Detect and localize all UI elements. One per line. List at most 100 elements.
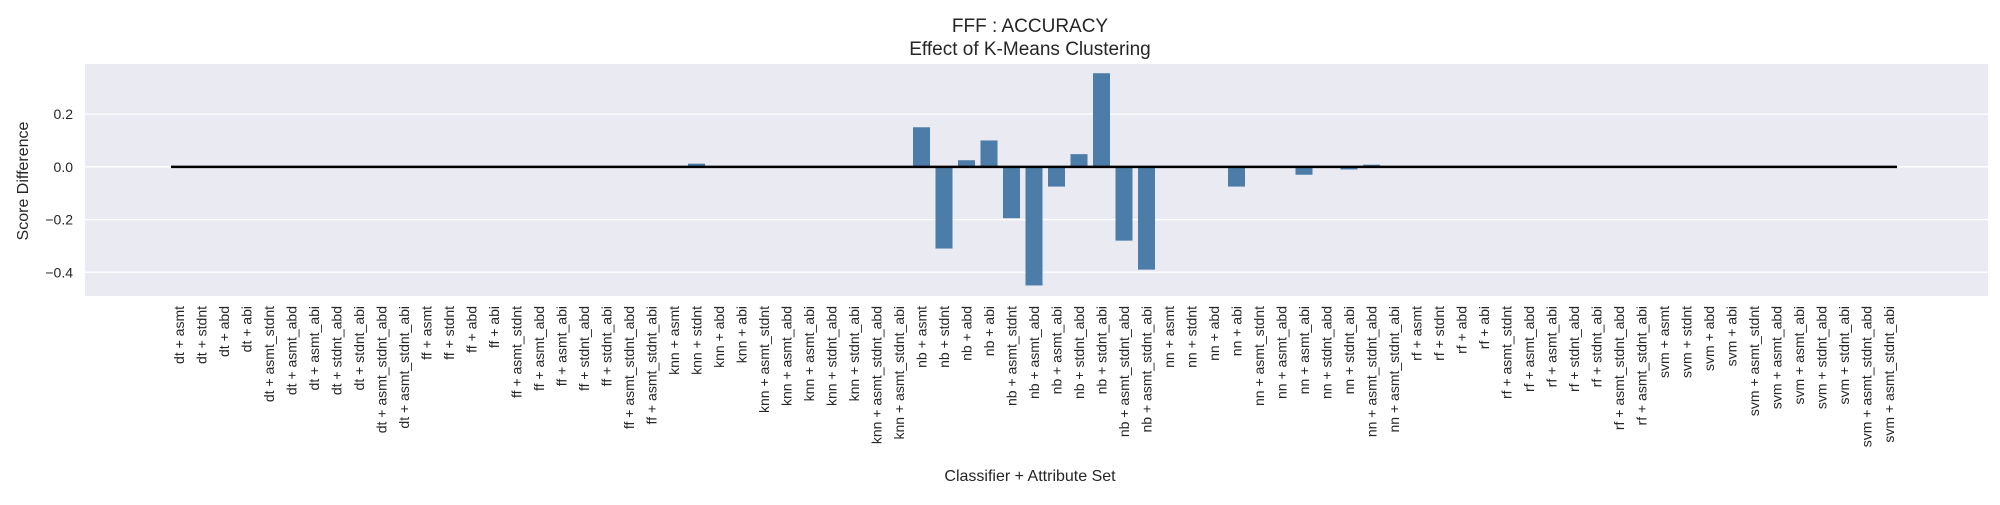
x-tick-label: nb + asmt_stdnt (1004, 306, 1020, 406)
x-tick-label: rf + asmt_stdnt_abi (1634, 306, 1650, 425)
y-tick-labels: −0.4 −0.2 0.0 0.2 (45, 106, 73, 280)
x-tick-label: ff + abi (486, 306, 502, 348)
x-tick-label: nn + stdnt (1184, 306, 1200, 368)
bar (1340, 166, 1358, 170)
x-tick-label: dt + abi (239, 306, 255, 352)
x-tick-label: ff + asmt_stdnt (509, 306, 525, 398)
x-tick-label: dt + abd (216, 306, 232, 357)
chart-subtitle: Effect of K-Means Clustering (909, 39, 1150, 60)
bar (1093, 73, 1110, 167)
bar (958, 160, 975, 167)
x-tick-label: rf + asmt (1409, 306, 1425, 361)
x-tick-label: knn + abi (734, 306, 750, 363)
y-axis-label: Score Difference (15, 121, 32, 240)
x-tick-label: knn + stdnt_abi (846, 306, 862, 401)
x-tick-label: dt + asmt_abi (306, 306, 322, 390)
x-tick-label: svm + stdnt_abi (1836, 306, 1852, 404)
x-tick-label: nn + stdnt_abd (1319, 306, 1335, 399)
x-tick-label: nn + asmt (1161, 306, 1177, 368)
x-tick-label: nn + asmt_stdnt_abd (1364, 306, 1380, 437)
x-tick-label: nn + asmt_stdnt_abi (1386, 306, 1402, 432)
bar (1048, 166, 1065, 187)
x-tick-label: knn + stdnt_abd (824, 306, 840, 406)
x-tick-label: nb + asmt_stdnt_abd (1116, 306, 1132, 437)
bar (1138, 166, 1155, 270)
x-tick-label: knn + asmt_abd (779, 306, 795, 406)
x-tick-label: rf + stdnt_abi (1589, 306, 1605, 387)
x-tick-label: nb + asmt (914, 306, 930, 368)
x-tick-label: dt + asmt (171, 306, 187, 364)
x-tick-label: rf + asmt_abd (1521, 306, 1537, 392)
y-tick-label: 0.0 (54, 159, 74, 175)
bar (1115, 166, 1133, 241)
y-tick-label: 0.2 (54, 106, 74, 122)
x-tick-label: svm + asmt_stdnt_abd (1859, 306, 1875, 447)
x-tick-label: nb + abd (959, 306, 975, 361)
x-tick-label: svm + stdnt (1679, 306, 1695, 378)
x-tick-label: nb + stdnt_abd (1071, 306, 1087, 399)
x-tick-label: svm + asmt_abi (1791, 306, 1807, 404)
x-tick-label: rf + stdnt (1431, 306, 1447, 361)
x-tick-label: nb + asmt_abi (1049, 306, 1065, 394)
x-tick-labels: dt + asmt dt + stdnt dt + abd dt + abi dt + … (171, 306, 1897, 447)
x-tick-label: nb + abi (981, 306, 997, 356)
bar (913, 127, 930, 167)
y-tick-label: −0.2 (45, 212, 73, 228)
x-tick-label: dt + stdnt_abd (329, 306, 345, 395)
x-tick-label: svm + abd (1701, 306, 1717, 371)
x-tick-label: ff + stdnt_abi (599, 306, 615, 386)
x-tick-label: nn + asmt_abi (1296, 306, 1312, 394)
x-tick-label: svm + abi (1724, 306, 1740, 366)
x-axis-label: Classifier + Attribute Set (944, 468, 1116, 485)
x-tick-label: ff + stdnt (441, 306, 457, 360)
x-tick-label: ff + asmt (419, 306, 435, 360)
x-tick-label: dt + asmt_stdnt (261, 306, 277, 402)
x-tick-label: svm + stdnt_abd (1814, 306, 1830, 409)
x-tick-label: svm + asmt (1656, 306, 1672, 378)
x-tick-label: ff + abd (464, 306, 480, 353)
x-tick-label: nn + stdnt_abi (1341, 306, 1357, 394)
x-tick-label: knn + asmt_stdnt_abd (869, 306, 885, 444)
x-tick-label: rf + asmt_abi (1544, 306, 1560, 387)
bar-series (688, 73, 1380, 286)
x-tick-label: nn + abi (1229, 306, 1245, 356)
x-tick-label: ff + stdnt_abd (576, 306, 592, 391)
x-tick-label: dt + asmt_abd (284, 306, 300, 395)
x-tick-label: ff + asmt_stdnt_abd (621, 306, 637, 429)
x-tick-label: knn + asmt_abi (801, 306, 817, 401)
bar (1295, 166, 1313, 175)
x-tick-label: rf + asmt_stdnt (1499, 306, 1515, 399)
bar (1070, 154, 1088, 167)
x-tick-label: nb + stdnt_abi (1094, 306, 1110, 394)
bar (1003, 166, 1020, 219)
bar (688, 163, 705, 167)
x-tick-label: knn + asmt_stdnt_abi (891, 306, 907, 439)
x-tick-label: nn + asmt_stdnt (1251, 306, 1267, 406)
x-tick-label: knn + asmt_stdnt (756, 306, 772, 413)
x-tick-label: knn + asmt (666, 306, 682, 375)
x-tick-label: svm + asmt_abd (1769, 306, 1785, 409)
x-tick-label: dt + stdnt (194, 306, 210, 364)
x-tick-label: dt + asmt_stdnt_abi (396, 306, 412, 429)
y-tick-label: −0.4 (45, 264, 73, 280)
x-tick-label: knn + stdnt (689, 306, 705, 375)
x-tick-label: rf + asmt_stdnt_abd (1611, 306, 1627, 430)
x-tick-label: ff + asmt_abd (531, 306, 547, 391)
x-tick-label: nn + abd (1206, 306, 1222, 361)
x-tick-label: rf + abd (1454, 306, 1470, 354)
bar (935, 166, 953, 249)
x-tick-label: svm + asmt_stdnt (1746, 306, 1762, 416)
x-tick-label: ff + asmt_stdnt_abi (644, 306, 660, 424)
x-tick-label: dt + asmt_stdnt_abd (374, 306, 390, 433)
x-tick-label: nb + asmt_stdnt_abi (1139, 306, 1155, 432)
bar (1025, 166, 1043, 286)
x-tick-label: nb + asmt_abd (1026, 306, 1042, 399)
x-tick-label: rf + stdnt_abd (1566, 306, 1582, 392)
chart-title: FFF : ACCURACY (952, 16, 1109, 37)
bar (1228, 166, 1245, 187)
x-tick-label: nn + asmt_abd (1274, 306, 1290, 399)
x-tick-label: svm + asmt_stdnt_abi (1881, 306, 1897, 443)
x-tick-label: rf + abi (1476, 306, 1492, 349)
